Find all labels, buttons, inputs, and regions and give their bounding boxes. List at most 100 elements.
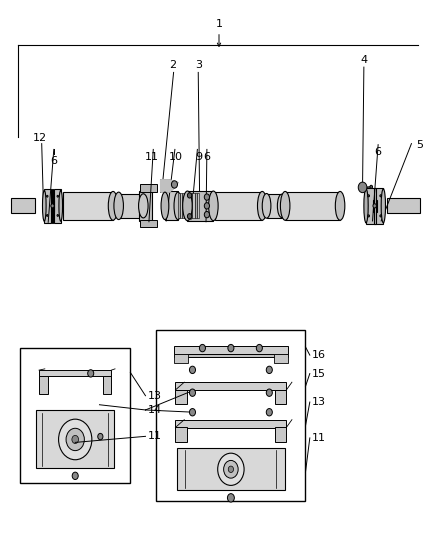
Bar — [64, 192, 113, 220]
Bar — [188, 193, 191, 219]
Ellipse shape — [59, 190, 63, 221]
Ellipse shape — [381, 189, 385, 223]
Circle shape — [199, 344, 205, 352]
Circle shape — [380, 195, 381, 197]
Circle shape — [266, 389, 272, 397]
Bar — [174, 353, 187, 364]
Circle shape — [370, 185, 372, 189]
Ellipse shape — [161, 192, 169, 220]
Circle shape — [187, 214, 192, 219]
Circle shape — [256, 344, 262, 352]
Circle shape — [218, 453, 244, 486]
Bar — [373, 199, 377, 212]
Text: 11: 11 — [312, 433, 326, 443]
Circle shape — [224, 461, 238, 478]
Text: 6: 6 — [374, 147, 381, 157]
Ellipse shape — [364, 189, 368, 223]
Ellipse shape — [42, 190, 46, 221]
Text: 6: 6 — [50, 156, 57, 166]
Circle shape — [204, 212, 209, 218]
Bar — [165, 191, 178, 220]
Ellipse shape — [280, 191, 290, 220]
Circle shape — [204, 203, 209, 209]
Ellipse shape — [174, 192, 182, 220]
Circle shape — [72, 472, 78, 480]
Circle shape — [88, 370, 94, 377]
Circle shape — [228, 344, 234, 352]
Circle shape — [190, 389, 195, 397]
Circle shape — [98, 433, 103, 440]
Bar — [20, 348, 131, 483]
Bar — [50, 200, 54, 212]
Circle shape — [266, 409, 272, 416]
Bar — [54, 189, 61, 223]
Bar — [140, 220, 157, 227]
Bar — [275, 427, 286, 441]
Circle shape — [358, 182, 367, 192]
Bar — [140, 184, 157, 192]
Bar — [175, 427, 187, 441]
Bar — [197, 193, 199, 219]
Bar — [267, 194, 282, 217]
Bar — [387, 198, 420, 213]
Bar — [180, 193, 182, 219]
Bar — [178, 193, 180, 219]
Bar — [194, 193, 197, 219]
Text: 9: 9 — [195, 151, 202, 161]
Ellipse shape — [262, 193, 271, 218]
Text: 3: 3 — [195, 60, 202, 70]
Bar — [285, 192, 340, 220]
Bar — [187, 191, 213, 221]
Circle shape — [72, 435, 78, 443]
Ellipse shape — [277, 194, 286, 217]
Circle shape — [368, 215, 370, 217]
Text: 2: 2 — [169, 60, 176, 70]
Text: 14: 14 — [148, 405, 162, 415]
Bar — [182, 193, 184, 219]
Text: 1: 1 — [215, 19, 223, 29]
Circle shape — [57, 195, 59, 197]
Text: 13: 13 — [148, 391, 162, 401]
Bar — [177, 448, 285, 490]
Bar — [44, 189, 51, 223]
Bar — [174, 346, 288, 353]
Circle shape — [227, 494, 234, 502]
Bar — [192, 193, 194, 219]
Circle shape — [51, 204, 54, 208]
Ellipse shape — [208, 191, 218, 221]
Circle shape — [190, 409, 195, 416]
Bar — [366, 188, 383, 224]
Text: 6: 6 — [203, 151, 210, 161]
Text: 5: 5 — [417, 140, 424, 150]
Bar — [39, 370, 111, 376]
Bar — [102, 376, 111, 394]
Polygon shape — [161, 180, 178, 192]
Circle shape — [228, 466, 233, 473]
Circle shape — [368, 195, 370, 197]
Text: 12: 12 — [32, 133, 46, 142]
Bar — [119, 194, 143, 218]
Ellipse shape — [114, 192, 124, 220]
Text: 13: 13 — [312, 397, 326, 407]
Bar — [274, 353, 288, 364]
Circle shape — [266, 366, 272, 374]
Bar — [11, 198, 35, 213]
Circle shape — [380, 215, 381, 217]
Bar — [156, 330, 305, 501]
Text: 10: 10 — [169, 151, 183, 161]
Circle shape — [57, 215, 59, 216]
Bar — [52, 189, 53, 223]
Circle shape — [187, 193, 192, 198]
Circle shape — [190, 366, 195, 374]
Text: 4: 4 — [360, 55, 367, 65]
Circle shape — [373, 204, 376, 208]
Circle shape — [204, 194, 209, 200]
Ellipse shape — [138, 194, 148, 218]
Bar — [215, 192, 262, 220]
Bar — [184, 193, 186, 219]
Ellipse shape — [258, 191, 267, 220]
Circle shape — [46, 215, 48, 216]
Bar — [191, 193, 192, 219]
Ellipse shape — [336, 191, 345, 220]
Bar — [139, 191, 152, 221]
